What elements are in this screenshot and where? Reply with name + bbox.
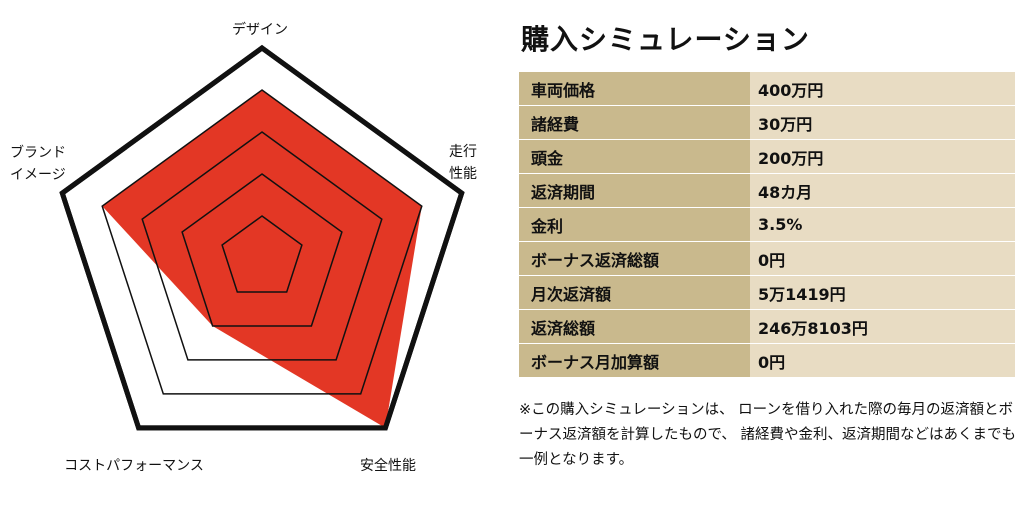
axis-label-brand: ブランド イメージ bbox=[10, 144, 70, 183]
axis-label-safety: 安全性能 bbox=[360, 457, 416, 474]
row-label: 車両価格 bbox=[519, 72, 750, 106]
row-value: 246万8103円 bbox=[750, 309, 1015, 344]
row-value: 48カ月 bbox=[750, 173, 1015, 208]
radar-level-1 bbox=[221, 215, 303, 293]
radar-chart: デザイン 走行 性能 安全性能 コストパフォーマンス ブランド イメージ bbox=[10, 21, 481, 474]
row-label: ボーナス返済総額 bbox=[519, 241, 750, 276]
row-value: 400万円 bbox=[750, 72, 1015, 106]
table-row: 諸経費 30万円 bbox=[519, 105, 1015, 140]
row-value: 0円 bbox=[750, 241, 1015, 276]
axis-label-design: デザイン bbox=[232, 21, 288, 38]
row-value: 5万1419円 bbox=[750, 275, 1015, 310]
row-value: 0円 bbox=[750, 343, 1015, 378]
radar-level-3 bbox=[141, 131, 383, 361]
simulation-table: 車両価格 400万円 諸経費 30万円 頭金 200万円 返済期間 48カ月 金利 3.5% ボーナ… bbox=[519, 72, 1015, 378]
row-label: 諸経費 bbox=[519, 105, 750, 140]
row-value: 200万円 bbox=[750, 139, 1015, 174]
table-row: ボーナス月加算額 0円 bbox=[519, 343, 1015, 378]
table-row: 返済期間 48カ月 bbox=[519, 173, 1015, 208]
axis-label-driving: 走行 性能 bbox=[449, 144, 481, 182]
radar-grid-overlay bbox=[59, 44, 465, 431]
row-value: 3.5% bbox=[750, 207, 1015, 242]
radar-level-4 bbox=[101, 89, 423, 395]
simulation-note: ※この購入シミュレーションは、 ローンを借り入れた際の毎月の返済額とボーナス返済… bbox=[519, 402, 1017, 468]
row-label: 返済総額 bbox=[519, 309, 750, 344]
row-value: 30万円 bbox=[750, 105, 1015, 140]
row-label: ボーナス月加算額 bbox=[519, 343, 750, 378]
row-label: 金利 bbox=[519, 207, 750, 242]
table-row: 頭金 200万円 bbox=[519, 139, 1015, 174]
table-row: 金利 3.5% bbox=[519, 207, 1015, 242]
table-row: ボーナス返済総額 0円 bbox=[519, 241, 1015, 276]
table-row: 車両価格 400万円 bbox=[519, 72, 1015, 106]
radar-level-2 bbox=[181, 173, 343, 327]
radar-outer-border bbox=[59, 44, 465, 431]
table-row: 月次返済額 5万1419円 bbox=[519, 275, 1015, 310]
table-row: 返済総額 246万8103円 bbox=[519, 309, 1015, 344]
row-label: 月次返済額 bbox=[519, 275, 750, 310]
row-label: 頭金 bbox=[519, 139, 750, 174]
simulation-title: 購入シミュレーション bbox=[521, 23, 810, 56]
axis-label-cost: コストパフォーマンス bbox=[64, 458, 204, 474]
row-label: 返済期間 bbox=[519, 173, 750, 208]
